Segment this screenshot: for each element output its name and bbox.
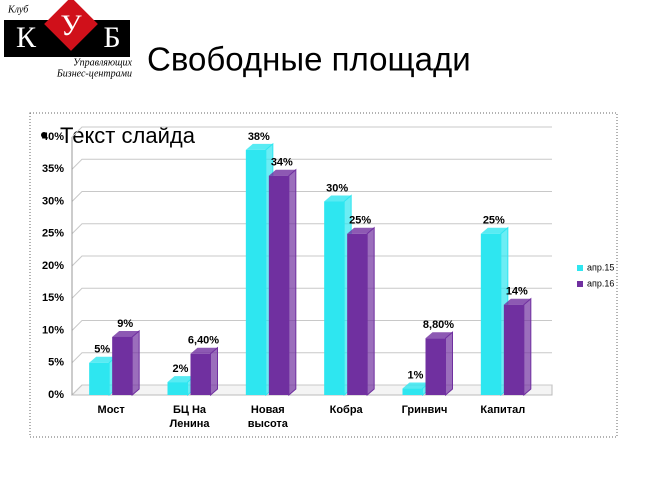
- y-tick-label: 25%: [42, 228, 64, 240]
- value-label: 34%: [271, 157, 293, 169]
- value-label: 14%: [506, 286, 528, 298]
- legend-label: апр.15: [587, 262, 614, 272]
- bar: [89, 362, 110, 395]
- value-label: 5%: [94, 344, 110, 356]
- grid-line: [71, 126, 552, 138]
- bar-side: [445, 331, 453, 397]
- bar: [425, 338, 446, 395]
- bar-top: [324, 195, 352, 202]
- logo-club: Клуб: [7, 4, 29, 15]
- value-label: 9%: [117, 318, 133, 330]
- bar: [245, 149, 266, 395]
- bar-top: [268, 169, 296, 176]
- grid-line: [71, 255, 552, 267]
- y-tick-label: 35%: [42, 163, 64, 175]
- bar-top: [503, 298, 531, 305]
- bar-top: [112, 330, 140, 337]
- bar: [402, 388, 423, 395]
- value-label: 38%: [248, 131, 270, 143]
- bullet-dot: [41, 132, 47, 138]
- value-label: 25%: [349, 215, 371, 227]
- floor: [70, 384, 553, 396]
- y-tick-label: 10%: [42, 324, 64, 336]
- chart-frame: [29, 112, 618, 438]
- bar-top: [480, 227, 508, 234]
- x-tick-label: БЦ На Ленина: [169, 404, 210, 430]
- value-label: 6,40%: [188, 335, 219, 347]
- grid-line: [71, 384, 552, 396]
- bar-top: [425, 332, 453, 339]
- bar-top: [89, 356, 117, 363]
- legend-swatch: [577, 281, 583, 287]
- value-label: 25%: [483, 215, 505, 227]
- x-tick-label: Кобра: [329, 404, 363, 416]
- grid-line: [71, 158, 552, 170]
- legend-swatch: [577, 265, 583, 271]
- grid-line: [71, 223, 552, 235]
- slide-title: Свободные площади: [147, 41, 471, 78]
- logo-letter: К: [16, 21, 37, 54]
- bar-side: [523, 297, 532, 397]
- x-tick-label: Мост: [97, 404, 125, 416]
- bar-top: [190, 347, 218, 354]
- logo-diamond: [44, 0, 98, 51]
- bar-top: [245, 143, 273, 150]
- bar-side: [288, 168, 297, 397]
- bar: [324, 201, 345, 395]
- logo-letter: У: [60, 9, 82, 42]
- bar-side: [210, 346, 218, 397]
- bar-side: [131, 329, 140, 397]
- value-label: 2%: [173, 363, 189, 375]
- grid-line: [71, 320, 552, 331]
- x-tick-label: Гринвич: [401, 404, 448, 416]
- bar: [167, 382, 188, 395]
- bar: [347, 233, 368, 395]
- logo-line: Бизнес-центрами: [56, 68, 132, 79]
- bar: [268, 175, 289, 395]
- bar-top: [167, 376, 195, 383]
- value-label: 30%: [326, 182, 348, 194]
- grid-line: [71, 191, 552, 202]
- value-label: 1%: [408, 369, 424, 381]
- y-tick-label: 20%: [42, 260, 64, 272]
- y-tick-label: 15%: [42, 292, 64, 304]
- x-tick-label: Новая высота: [247, 404, 288, 430]
- y-tick-label: 5%: [48, 357, 64, 369]
- logo-letter: Б: [103, 21, 120, 54]
- value-label: 8,80%: [423, 319, 454, 331]
- y-tick-label: 30%: [42, 195, 64, 207]
- bar: [112, 336, 133, 395]
- grid-line: [71, 352, 552, 364]
- bar-top: [347, 227, 375, 234]
- grid-line: [71, 287, 552, 299]
- y-tick-label: 40%: [42, 131, 64, 143]
- y-tick-label: 0%: [48, 389, 64, 401]
- bar-side: [366, 226, 375, 397]
- bar: [503, 304, 524, 395]
- logo-line: Управляющих: [73, 57, 132, 68]
- bar: [190, 353, 211, 395]
- x-tick-label: Капитал: [480, 404, 526, 416]
- legend-label: апр.16: [587, 278, 614, 288]
- bar-top: [402, 382, 430, 389]
- bar: [480, 233, 501, 395]
